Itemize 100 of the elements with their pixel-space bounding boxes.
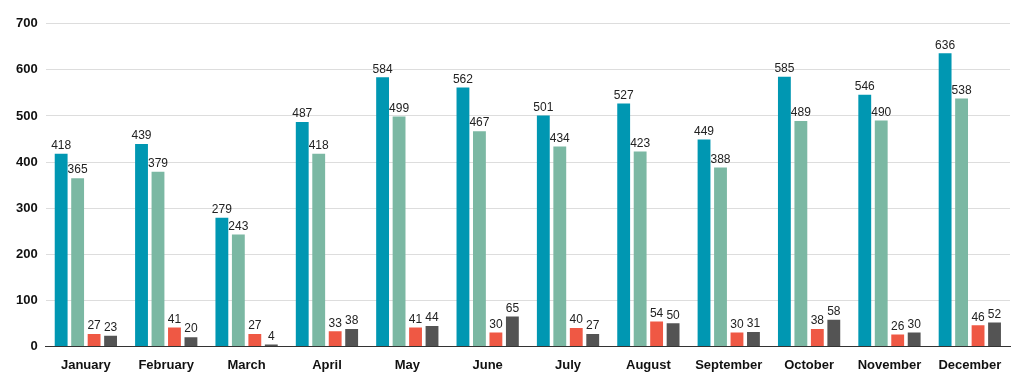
bar (794, 121, 808, 346)
bar (697, 139, 711, 346)
data-label: 423 (630, 135, 651, 150)
x-tick-label: March (227, 356, 266, 372)
bar (151, 171, 165, 346)
data-label: 30 (907, 316, 922, 331)
bar (536, 115, 550, 346)
data-label: 54 (649, 305, 664, 320)
x-tick-label: October (784, 356, 835, 372)
bar (489, 332, 503, 346)
bar (874, 120, 888, 346)
bar (345, 328, 359, 346)
y-tick-label: 600 (15, 61, 38, 77)
bar (938, 53, 952, 346)
bar (617, 103, 631, 346)
bar (586, 333, 600, 346)
bar (328, 331, 342, 346)
data-label: 467 (469, 115, 490, 130)
data-label: 487 (292, 106, 313, 121)
x-tick-label: December (938, 356, 1002, 372)
bar (650, 321, 664, 346)
x-tick-label: July (555, 356, 582, 372)
data-label: 418 (51, 138, 72, 153)
bar (827, 319, 841, 346)
data-label: 31 (746, 316, 761, 331)
bar (312, 153, 326, 346)
y-tick-label: 300 (15, 199, 38, 215)
data-label: 58 (827, 303, 841, 318)
x-tick-label: September (695, 356, 763, 372)
bar (456, 87, 470, 346)
bar (184, 337, 198, 346)
data-label: 65 (505, 300, 520, 315)
bar (215, 217, 229, 346)
y-tick-label: 700 (15, 15, 38, 31)
data-label: 279 (211, 202, 233, 217)
bar (505, 316, 519, 346)
bar (168, 327, 181, 346)
y-tick-label: 500 (15, 107, 38, 123)
bar (409, 327, 422, 346)
data-label: 27 (248, 318, 262, 333)
data-label: 585 (774, 61, 795, 76)
data-label: 44 (425, 310, 440, 325)
x-tick-label: August (625, 356, 672, 372)
data-label: 30 (730, 316, 744, 331)
data-label: 501 (533, 99, 554, 114)
bar (569, 327, 583, 346)
data-label: 4 (267, 328, 275, 343)
data-label: 388 (710, 151, 731, 166)
bar (553, 146, 567, 346)
data-label: 46 (971, 309, 986, 324)
bar (730, 332, 744, 346)
data-label: 30 (489, 316, 503, 331)
bar (71, 178, 85, 346)
data-label: 449 (694, 123, 715, 138)
bar (425, 326, 439, 346)
bar (633, 151, 647, 346)
data-label: 379 (147, 156, 169, 171)
data-label: 636 (935, 37, 956, 52)
bar (747, 332, 760, 346)
bar (891, 334, 905, 346)
bar (87, 333, 101, 346)
bar (955, 98, 969, 346)
y-tick-label: 0 (30, 337, 38, 353)
bar (376, 77, 390, 346)
data-label: 243 (228, 218, 249, 233)
bar (971, 325, 985, 346)
data-label: 546 (854, 79, 876, 94)
data-label: 23 (103, 320, 118, 335)
data-label: 50 (666, 307, 681, 322)
bar (666, 323, 680, 346)
data-label: 365 (67, 162, 88, 177)
bar (392, 116, 406, 346)
y-tick-label: 100 (15, 291, 38, 307)
bar (810, 328, 824, 346)
data-label: 41 (167, 311, 182, 326)
x-tick-label: November (857, 356, 922, 372)
x-tick-label: April (312, 356, 342, 372)
x-tick-label: May (394, 356, 421, 372)
data-label: 439 (131, 128, 152, 143)
bar (54, 153, 68, 346)
bar (858, 94, 872, 346)
bar (295, 121, 309, 346)
data-label: 40 (569, 312, 584, 327)
bar (907, 332, 921, 346)
bar (473, 131, 486, 346)
data-label: 434 (549, 130, 571, 145)
data-label: 584 (372, 61, 393, 76)
data-label: 26 (891, 318, 905, 333)
data-label: 562 (452, 71, 474, 86)
data-label: 27 (586, 318, 600, 333)
data-label: 41 (408, 311, 423, 326)
bar (104, 335, 118, 346)
data-label: 418 (308, 138, 330, 153)
data-label: 38 (810, 313, 825, 328)
data-label: 527 (613, 87, 635, 102)
bar (777, 76, 791, 346)
bar (988, 322, 1001, 346)
data-label: 27 (87, 318, 102, 333)
bar (135, 144, 148, 346)
x-tick-label: January (60, 356, 112, 372)
